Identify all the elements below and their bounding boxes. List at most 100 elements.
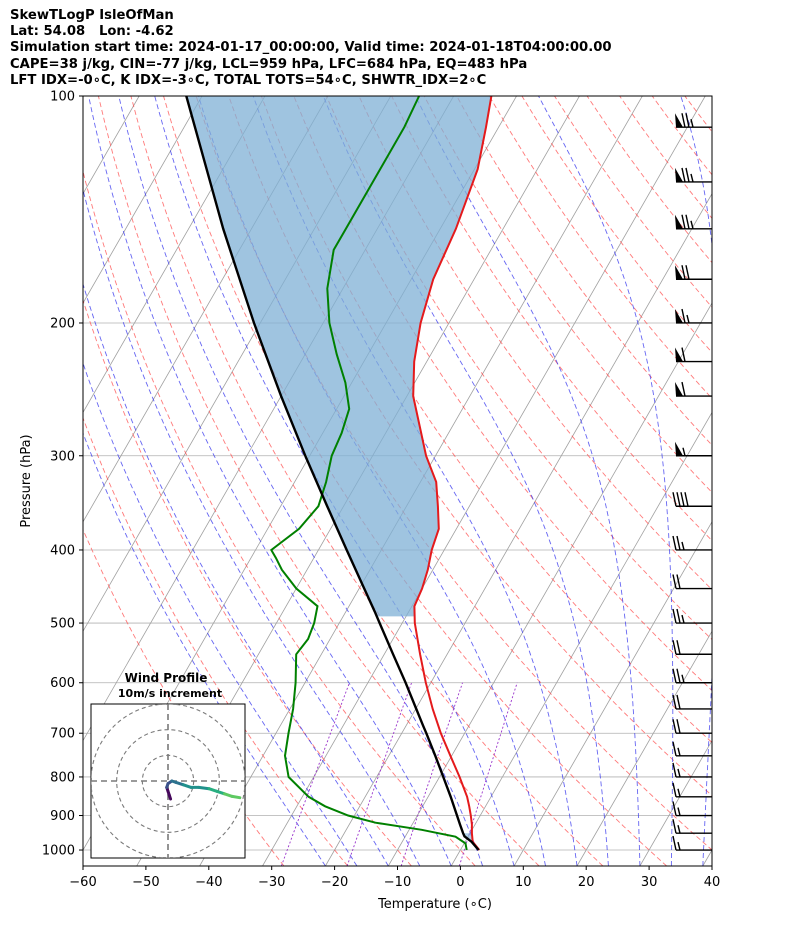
dewpoint-line [269, 96, 468, 851]
barb-full [676, 719, 681, 734]
moist-adiabat [83, 361, 358, 866]
barb-full [681, 167, 686, 183]
axes: −60 −50 −40 −30 −20 −10 0 10 20 30 40 100 200 300 400 5… [42, 90, 720, 891]
dry-adiabat [488, 96, 712, 400]
barb-half [677, 807, 681, 816]
moist-adiabat [88, 96, 452, 866]
time-line: Simulation start time: 2024-01-17_00:00:… [10, 40, 612, 56]
wind-barb [672, 608, 712, 624]
isotherm [576, 630, 712, 866]
wind-barb [675, 167, 712, 183]
barb-full [672, 762, 677, 778]
barb-half [682, 447, 686, 456]
barb-half [686, 314, 690, 324]
isotherm [702, 849, 712, 866]
isotherm [83, 96, 266, 414]
barb-full [681, 347, 686, 362]
wind-barb [675, 441, 712, 457]
isotherm [0, 96, 76, 866]
profile-lines [185, 96, 493, 851]
wind-barb [672, 668, 712, 684]
barb-half [677, 825, 681, 834]
barb-full [681, 214, 686, 229]
mixing-ratio-line [280, 682, 350, 866]
hodograph-segment [230, 794, 242, 800]
barb-half [690, 220, 694, 229]
stability-indices-line: LFT IDX=-0∘C, K IDX=-3∘C, TOTAL TOTS=54∘… [10, 72, 487, 88]
x-tick-label: −20 [321, 875, 348, 890]
barb-full [684, 492, 689, 507]
barb-half [677, 768, 681, 778]
barb-full [681, 381, 686, 397]
location-line: Lat: 54.08 Lon: -4.62 [10, 24, 174, 40]
barb-full [676, 492, 681, 507]
x-tick-label: −10 [384, 875, 411, 890]
wind-barb [672, 574, 712, 590]
wind-barb [675, 347, 712, 363]
barb-flag [675, 214, 683, 229]
isotherm [83, 96, 203, 304]
y-tick-label: 800 [50, 770, 75, 785]
y-tick-label: 500 [50, 617, 75, 632]
wind-barb [672, 835, 712, 851]
barb-half [681, 614, 685, 624]
y-axis-label: Pressure (hPa) [19, 434, 34, 527]
dry-adiabat [83, 298, 412, 866]
y-tick-label: 100 [50, 90, 75, 105]
barb-flag [675, 347, 683, 362]
barb-flag [675, 441, 683, 456]
barb-full [676, 535, 681, 551]
wind-barb [672, 762, 712, 778]
barb-full [672, 694, 677, 710]
cape-indices-line: CAPE=38 j/kg, CIN=-77 j/kg, LCL=959 hPa,… [10, 56, 528, 72]
wind-barb [675, 265, 712, 280]
barb-full [681, 265, 686, 280]
dry-adiabat [684, 96, 712, 133]
dry-adiabat [293, 96, 712, 692]
barb-flag [675, 382, 683, 397]
x-tick-label: −40 [195, 875, 222, 890]
barb-full [672, 492, 677, 507]
dry-adiabat [130, 96, 604, 866]
barb-flag [675, 308, 683, 323]
x-tick-label: 20 [578, 875, 595, 890]
x-tick-label: 10 [515, 875, 532, 890]
isotherm [766, 96, 794, 866]
dry-adiabat [586, 96, 712, 264]
barb-full [676, 694, 681, 710]
isotherm [639, 739, 712, 866]
barb-full [672, 819, 677, 834]
wind-barb [672, 640, 712, 655]
mixing-ratio-line [400, 682, 463, 866]
isotherm [0, 96, 13, 866]
dry-adiabat [619, 96, 712, 220]
wind-barb [672, 782, 712, 798]
barb-flag [675, 113, 683, 128]
x-tick-label: −50 [132, 875, 159, 890]
moist-adiabat [415, 96, 641, 866]
hodograph-subtitle: 10m/s increment [118, 687, 222, 700]
barb-full [672, 741, 677, 756]
barb-half [690, 173, 694, 183]
x-tick-label: 30 [641, 875, 658, 890]
barb-half [677, 788, 681, 797]
x-tick-label: 0 [456, 875, 464, 890]
x-axis-label: Temperature (∘C) [377, 897, 492, 912]
y-tick-label: 700 [50, 727, 75, 742]
barb-full [672, 719, 677, 734]
dry-adiabat [228, 96, 712, 797]
barb-half [677, 747, 681, 756]
wind-barb [675, 214, 712, 230]
moist-adiabat [680, 96, 712, 866]
dry-adiabat [260, 96, 712, 744]
isotherm [262, 96, 706, 866]
dry-adiabat [717, 96, 794, 866]
hodograph: Wind Profile 10m/s increment [90, 671, 246, 859]
wind-barb [672, 535, 712, 551]
barb-full [676, 640, 681, 655]
hodograph-title: Wind Profile [125, 671, 208, 685]
wind-barb [675, 381, 712, 397]
mixing-ratio-line [346, 682, 413, 866]
y-tick-label: 600 [50, 676, 75, 691]
dry-adiabat [83, 169, 476, 866]
